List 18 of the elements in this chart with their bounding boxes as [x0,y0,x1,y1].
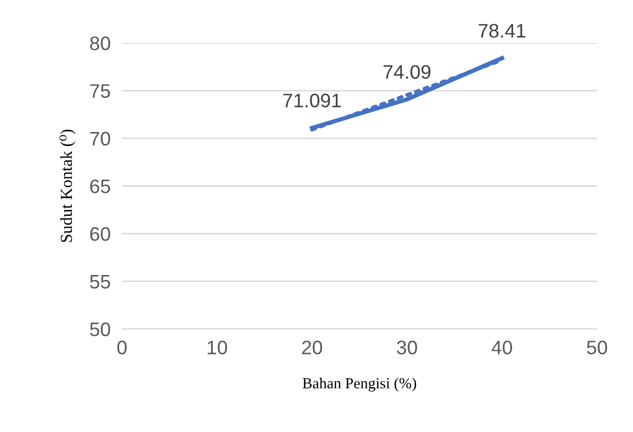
y-axis-title: Sudut Kontak (⁰) [59,130,76,242]
data-label: 71.091 [283,94,341,108]
x-tick-label: 30 [396,340,418,354]
x-tick-label: 10 [208,340,228,354]
y-tick-label: 55 [90,275,110,289]
x-axis-title: Bahan Pengisi (%) [302,378,416,392]
y-tick-label: 70 [90,132,110,146]
x-tick-label: 0 [117,340,127,354]
y-tick-label: 50 [90,322,110,336]
y-tick-label: 65 [90,179,110,194]
x-tick-label: 40 [492,340,512,354]
x-tick-label: 50 [586,340,608,354]
y-tick-label: 75 [90,84,110,98]
data-label: 78.41 [478,24,526,38]
data-label: 74.09 [384,65,430,79]
y-tick-label: 80 [90,36,110,50]
y-tick-label: 60 [90,227,110,241]
x-tick-label: 20 [302,340,322,354]
